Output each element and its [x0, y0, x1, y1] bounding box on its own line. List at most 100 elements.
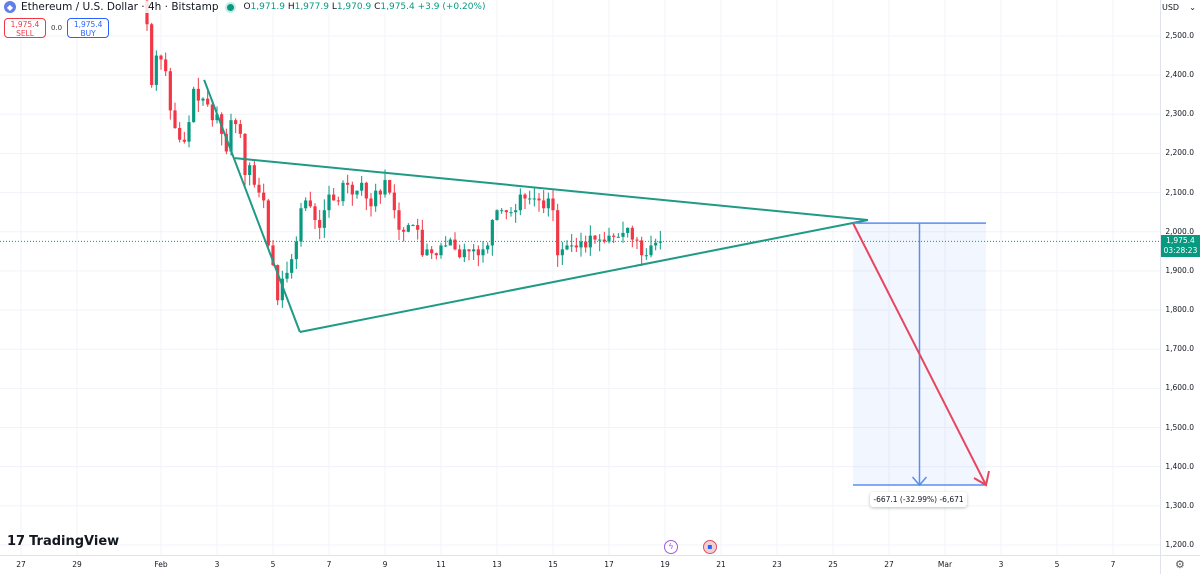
candle-body	[509, 212, 513, 214]
price-tick-label: 2,100.0	[1165, 187, 1194, 197]
candle-body	[336, 200, 340, 202]
price-tick-label: 1,400.0	[1165, 461, 1194, 471]
candle-body	[626, 227, 630, 233]
price-tick-label: 1,300.0	[1165, 500, 1194, 510]
candle-body	[584, 241, 588, 248]
candle-body	[252, 165, 256, 185]
trade-buttons: 1,975.4 SELL 0.0 1,975.4 BUY	[4, 18, 110, 38]
buy-button[interactable]: 1,975.4 BUY	[67, 18, 110, 38]
candle-body	[397, 210, 401, 230]
candle-body	[523, 194, 527, 199]
price-tick-label: 2,000.0	[1165, 226, 1194, 236]
ethereum-icon: ◆	[4, 1, 16, 13]
triangle-upper-trendline	[234, 157, 869, 222]
candle-body	[313, 206, 317, 221]
price-tick-label: 2,200.0	[1165, 148, 1194, 158]
candle-body	[444, 245, 448, 247]
candle-body	[196, 88, 200, 101]
candle-body	[299, 208, 303, 242]
price-tick-label: 2,500.0	[1165, 31, 1194, 40]
candle-body	[154, 55, 158, 85]
triangle-lower-trendline	[299, 219, 869, 333]
candle-body	[271, 245, 275, 266]
candle-body	[579, 241, 583, 248]
time-tick-label: 27	[884, 560, 894, 569]
candle-body	[504, 210, 508, 213]
time-tick-label: 5	[270, 560, 276, 569]
tradingview-logo[interactable]: 𝟭𝟳 TradingView	[7, 534, 120, 549]
candle-body	[350, 184, 354, 195]
candle-body	[402, 229, 406, 232]
candle-body	[649, 245, 653, 256]
candle-body	[374, 190, 378, 207]
candle-body	[308, 200, 312, 207]
time-tick-label: Mar	[937, 560, 953, 569]
candle-body	[518, 194, 522, 211]
candle-body	[630, 227, 634, 240]
candle-body	[560, 249, 564, 256]
candle-body	[434, 253, 438, 256]
candle-body	[257, 184, 261, 193]
candle-body	[341, 182, 345, 202]
candle-body	[556, 210, 560, 256]
candle-body	[537, 198, 541, 201]
candle-body	[644, 255, 648, 257]
candle-body	[392, 192, 396, 211]
sell-button[interactable]: 1,975.4 SELL	[4, 18, 46, 38]
candle-body	[327, 194, 331, 211]
candle-body	[551, 198, 555, 211]
candle-body	[266, 200, 270, 246]
candle-body	[420, 229, 424, 256]
time-tick-label: 11	[436, 560, 446, 569]
ohlc-values: O1,971.9 H1,977.9 L1,970.9 C1,975.4 +3.9…	[243, 2, 486, 12]
candle-body	[173, 110, 177, 129]
candle-body	[262, 192, 266, 201]
candle-body	[467, 249, 471, 252]
time-tick-label: 15	[548, 560, 558, 569]
candle-body	[481, 249, 485, 256]
time-tick-label: 3	[998, 560, 1004, 569]
candle-body	[164, 59, 168, 72]
candle-body	[640, 240, 644, 256]
candle-body	[486, 245, 490, 250]
measure-arrow-head-icon	[911, 476, 928, 487]
target-arrow-head-icon	[973, 470, 990, 487]
time-tick-label: 25	[828, 560, 838, 569]
candle-body	[476, 249, 480, 256]
time-tick-label: 7	[326, 560, 332, 569]
price-tick-label: 1,900.0	[1165, 265, 1194, 275]
time-tick-label: Feb	[154, 560, 168, 569]
candle-body	[448, 239, 452, 246]
candle-body	[635, 239, 639, 241]
settings-gear-icon[interactable]: ⚙	[1175, 558, 1185, 571]
candle-body	[201, 98, 205, 101]
currency-dropdown[interactable]: USD ⌄	[1162, 3, 1196, 12]
time-tick-label: 5	[1054, 560, 1060, 569]
candle-body	[495, 210, 499, 221]
candle-body	[215, 114, 219, 121]
target-arrow-line	[852, 222, 987, 486]
us-flag-event-icon[interactable]: ▪	[703, 540, 717, 554]
current-price-tag: 1,975.4 03:28:23	[1161, 235, 1200, 257]
candle-body	[565, 245, 569, 250]
candle-body	[490, 220, 494, 246]
candle-body	[612, 235, 616, 237]
candle-body	[159, 55, 163, 60]
candle-body	[360, 182, 364, 191]
candle-body	[532, 198, 536, 200]
candle-body	[546, 198, 550, 209]
market-status-icon	[227, 3, 235, 11]
candle-body	[248, 165, 252, 175]
candle-body	[322, 210, 326, 228]
time-tick-label: 17	[604, 560, 614, 569]
event-lightning-icon[interactable]: ϟ	[664, 540, 678, 554]
price-tick-label: 1,800.0	[1165, 305, 1194, 315]
time-tick-label: 27	[16, 560, 26, 569]
candle-body	[234, 120, 238, 125]
candle-body	[406, 225, 410, 232]
candle-body	[276, 265, 280, 301]
candle-body	[439, 245, 443, 256]
symbol-title[interactable]: Ethereum / U.S. Dollar · 4h · Bitstamp	[21, 1, 219, 13]
candle-body	[355, 190, 359, 195]
